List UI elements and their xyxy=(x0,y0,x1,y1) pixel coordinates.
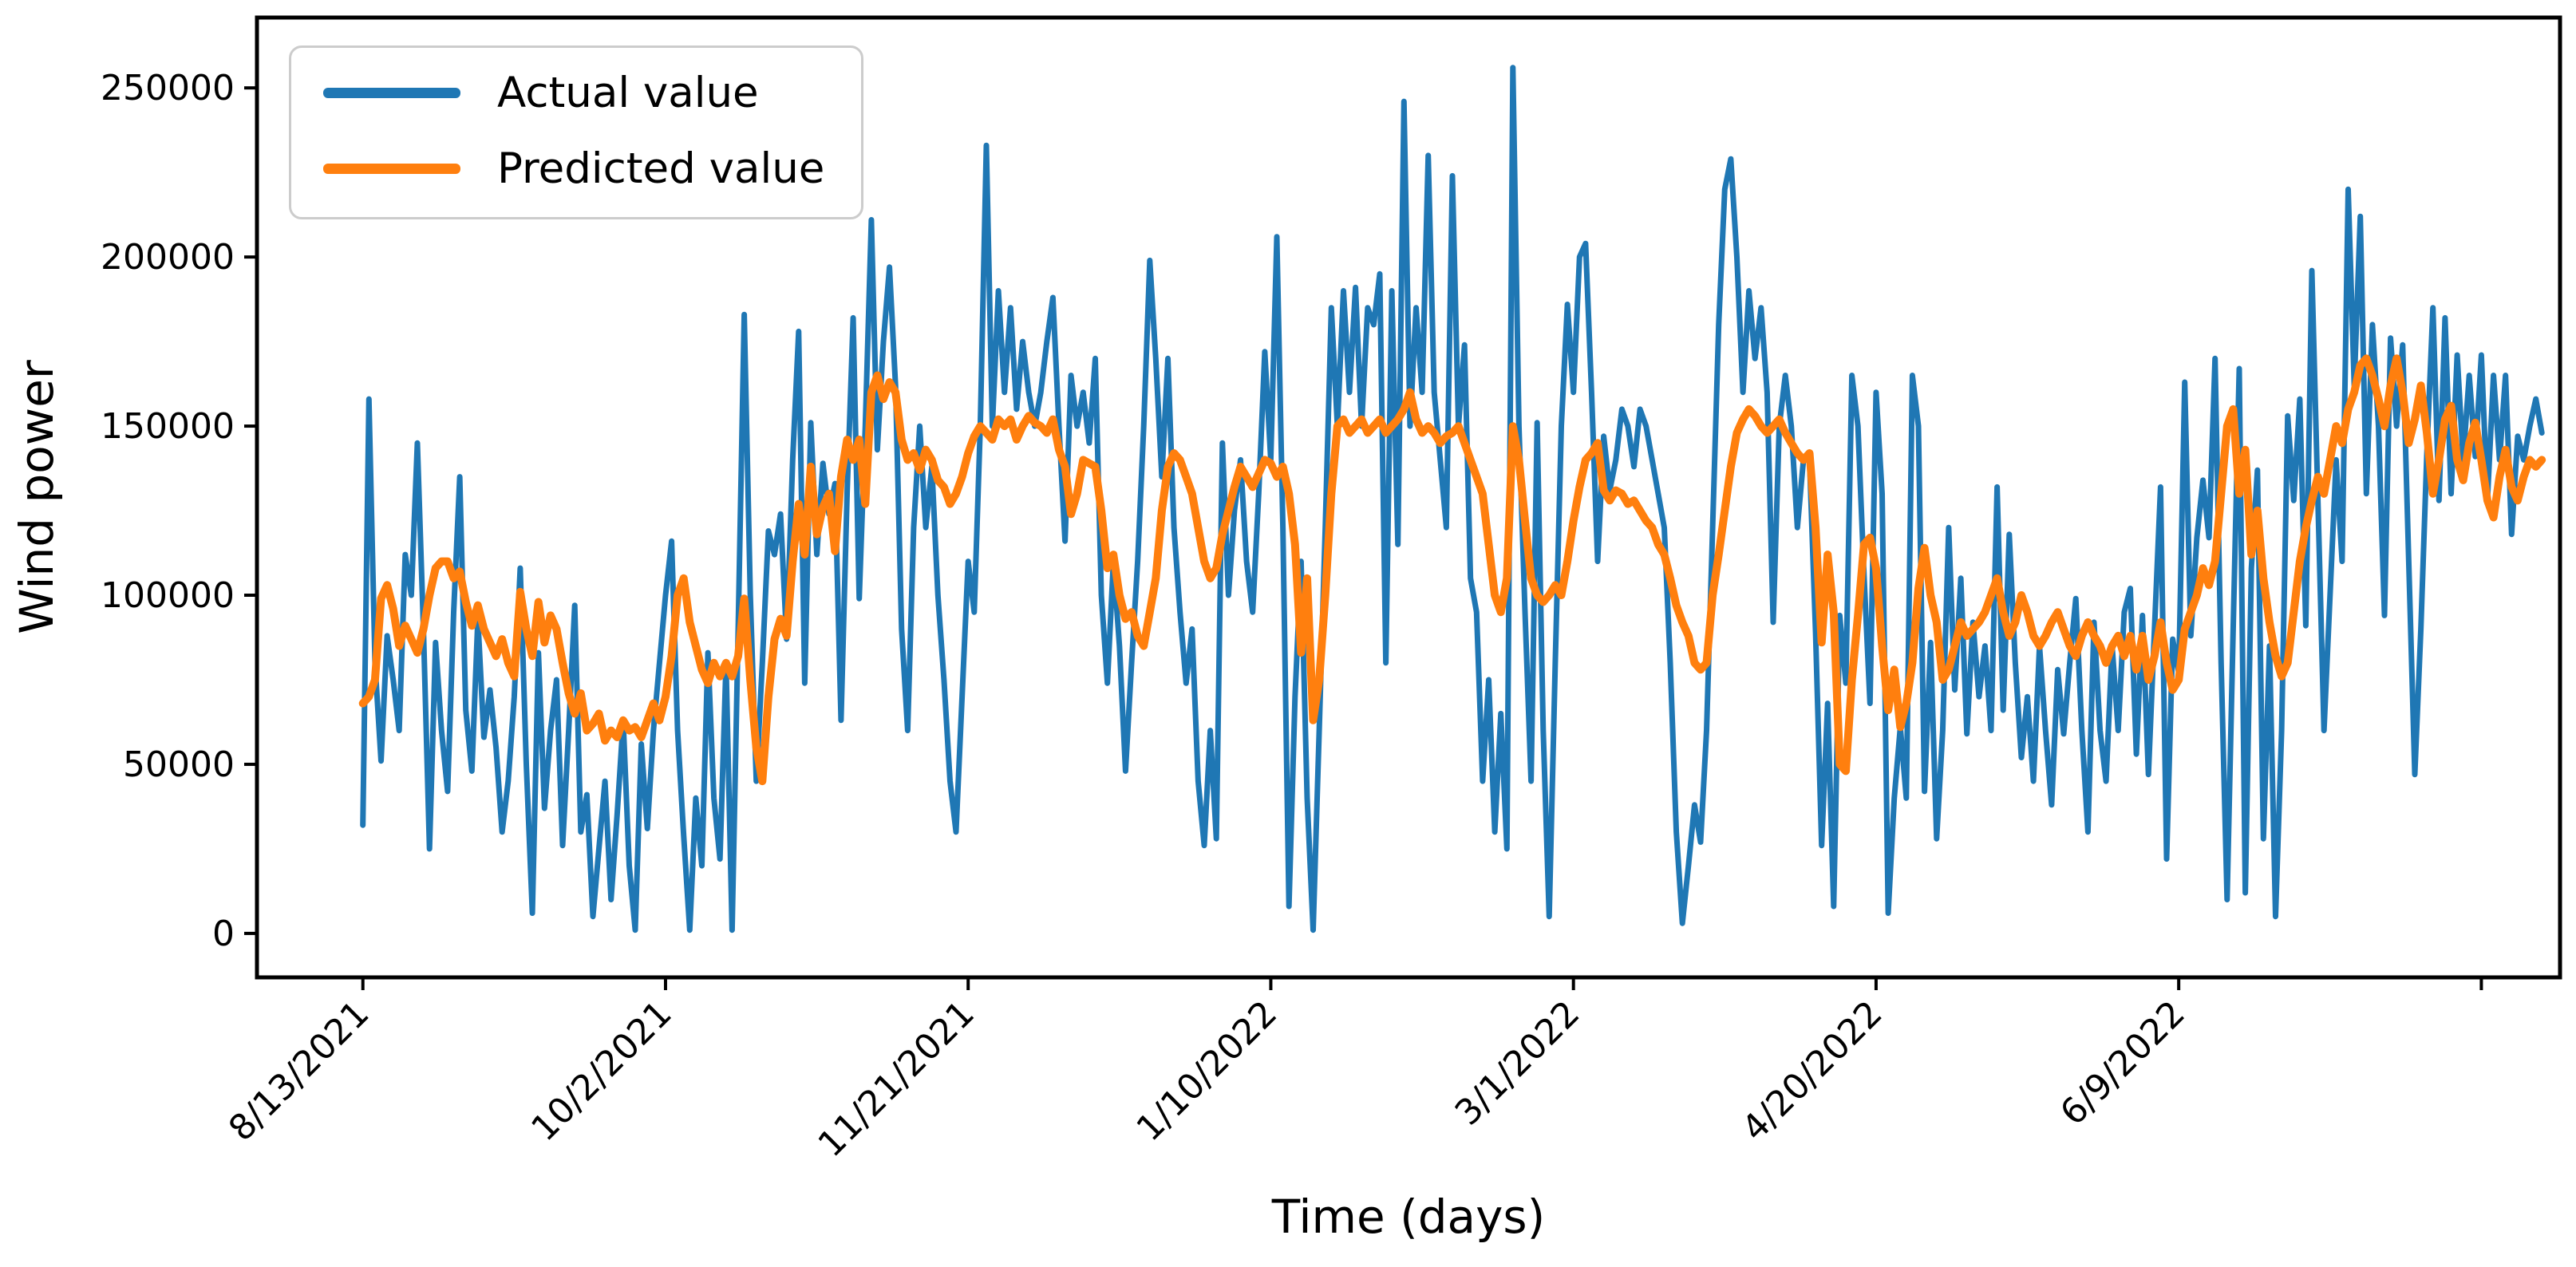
legend-line-actual xyxy=(323,88,460,98)
y-tick-label: 250000 xyxy=(101,68,235,109)
y-axis-label: Wind power xyxy=(10,360,64,634)
x-tick-label: 8/13/2021 xyxy=(221,993,377,1150)
legend-line-predicted xyxy=(323,164,460,174)
y-tick-label: 150000 xyxy=(101,406,235,447)
x-tick-label: 3/1/2022 xyxy=(1448,993,1588,1134)
x-tick-label: 10/2/2021 xyxy=(523,993,680,1150)
legend-row-predicted: Predicted value xyxy=(323,148,824,190)
legend-row-actual: Actual value xyxy=(323,72,824,114)
y-tick-label: 50000 xyxy=(123,744,235,785)
x-tick-label: 1/10/2022 xyxy=(1129,993,1286,1150)
x-tick-label: 11/21/2021 xyxy=(811,993,982,1165)
plot-area xyxy=(358,65,2546,933)
y-tick-label: 200000 xyxy=(101,237,235,278)
x-tick-label: 6/9/2022 xyxy=(2053,993,2193,1134)
x-tick-label: 4/20/2022 xyxy=(1734,993,1891,1150)
legend-label-predicted: Predicted value xyxy=(497,144,825,193)
legend: Actual value Predicted value xyxy=(289,45,864,219)
y-tick-label: 100000 xyxy=(101,575,235,616)
y-tick-label: 0 xyxy=(212,914,235,954)
legend-label-actual: Actual value xyxy=(497,69,759,117)
x-axis-label: Time (days) xyxy=(1271,1190,1546,1244)
series-predicted-value xyxy=(358,354,2546,786)
axes-frame xyxy=(255,15,2562,980)
